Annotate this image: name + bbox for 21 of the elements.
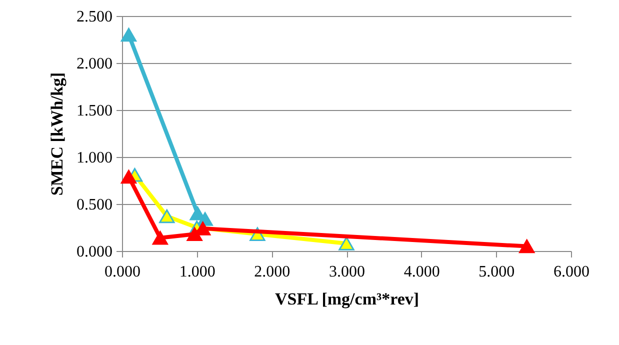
point [338, 236, 354, 250]
point [152, 230, 168, 245]
x-tick-label: 5.000 [478, 264, 515, 280]
y-tick-label: 1.000 [76, 150, 112, 166]
y-tick-label: 1.500 [76, 102, 112, 120]
point [120, 170, 137, 184]
y-tick-label: 2.500 [76, 8, 112, 26]
x-axis-title: VSFL [mg/cm³*rev] [274, 290, 420, 308]
point [120, 28, 137, 42]
x-tick-label: 1.000 [179, 264, 216, 280]
y-tick-label: 0.000 [76, 244, 112, 260]
x-tick-label: 0.000 [104, 264, 140, 280]
x-tick-label: 2.000 [254, 264, 290, 280]
y-axis-title: SMEC [kWh/kg] [48, 72, 66, 196]
x-tick-label: 6.000 [554, 264, 590, 280]
point [159, 209, 175, 224]
point [519, 239, 535, 254]
x-tick-label: 3.000 [329, 264, 365, 280]
y-tick-label: 0.500 [76, 196, 112, 214]
y-tick-label: 2.000 [76, 56, 112, 72]
x-tick-label: 4.000 [404, 264, 440, 280]
